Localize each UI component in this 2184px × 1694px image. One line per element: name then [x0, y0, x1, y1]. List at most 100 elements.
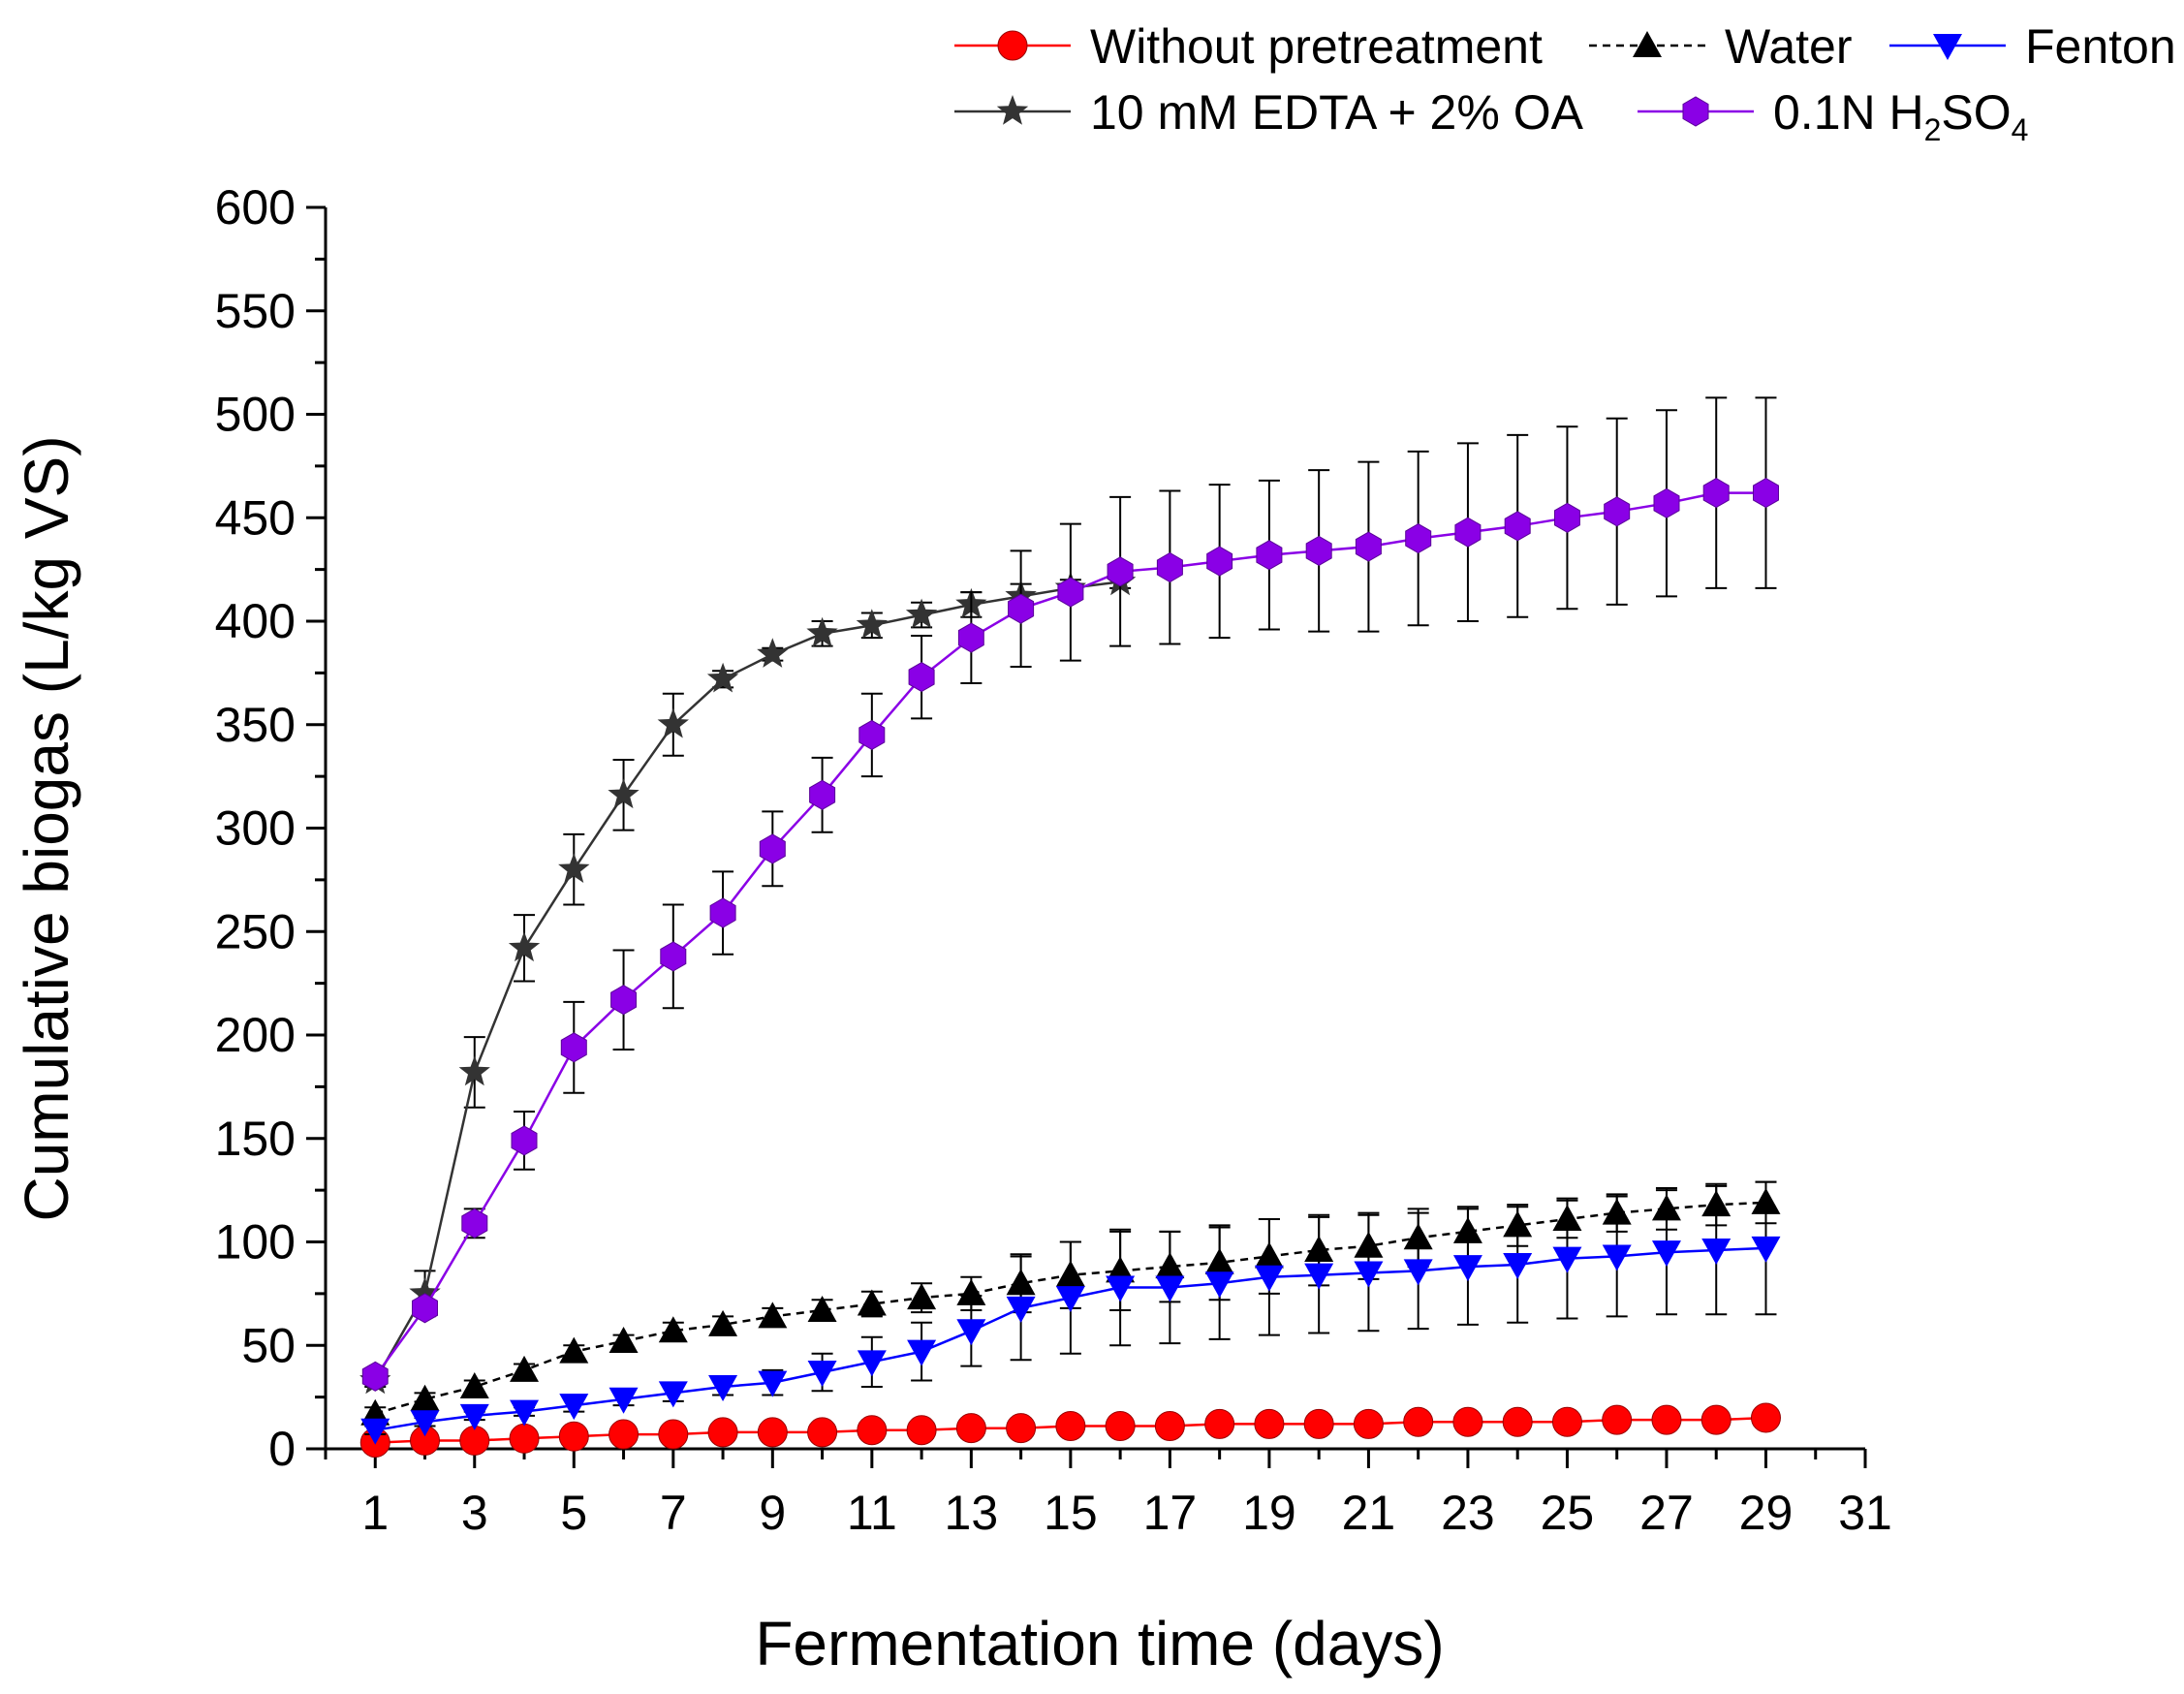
data-point: [907, 1339, 937, 1366]
data-point: [1304, 1263, 1334, 1290]
data-point: [610, 985, 637, 1016]
series-layer: [359, 396, 1781, 1459]
data-point: [509, 1423, 540, 1454]
data-point: [709, 897, 736, 928]
data-point: [410, 1384, 440, 1411]
data-point: [1254, 1408, 1285, 1439]
data-point: [807, 1361, 837, 1388]
y-tick-label: 150: [215, 1112, 296, 1166]
data-point: [1651, 1404, 1682, 1435]
legend-item: Water: [1589, 19, 1853, 74]
data-point: [608, 1326, 639, 1353]
data-point: [558, 1421, 589, 1452]
y-tick-label: 300: [215, 801, 296, 856]
data-point: [758, 1370, 788, 1397]
legend-label: 10 mM EDTA + 2% OA: [1090, 85, 1584, 140]
y-axis-title: Cumulative biogas (L/kg VS): [12, 435, 81, 1221]
data-point: [1403, 1259, 1433, 1286]
data-point: [1105, 1411, 1136, 1442]
data-point: [510, 1399, 540, 1427]
x-tick-label: 1: [361, 1486, 389, 1540]
data-point: [412, 1293, 438, 1324]
data-point: [560, 1032, 587, 1063]
data-point: [511, 1125, 538, 1156]
data-point: [807, 1295, 837, 1322]
data-point: [461, 1208, 488, 1239]
legend-marker: [1633, 31, 1662, 57]
data-point: [1355, 531, 1382, 562]
data-point: [459, 1403, 489, 1430]
data-point: [1106, 1275, 1136, 1302]
legend-marker: [996, 95, 1029, 125]
data-point: [459, 1371, 489, 1398]
data-point: [508, 931, 541, 962]
data-point: [1055, 1286, 1085, 1313]
data-point: [559, 1336, 589, 1364]
legend-item: 0.1N H2SO4: [1638, 85, 2028, 147]
data-point: [1651, 1240, 1681, 1268]
x-tick-label: 17: [1143, 1486, 1198, 1540]
legend: Without pretreatment Water Fenton 10 mM EDT…: [954, 19, 2176, 147]
data-point: [956, 1319, 986, 1346]
data-point: [1405, 523, 1432, 554]
x-tick-label: 31: [1838, 1486, 1892, 1540]
data-point: [1503, 1252, 1533, 1279]
data-point: [360, 1418, 390, 1445]
legend-label: 0.1N H2SO4: [1773, 85, 2028, 147]
x-tick-label: 9: [759, 1486, 786, 1540]
data-point: [1206, 546, 1233, 577]
data-point: [955, 1413, 986, 1444]
data-point: [658, 1316, 688, 1343]
x-tick-label: 15: [1044, 1486, 1098, 1540]
data-point: [1107, 556, 1134, 587]
data-point: [1452, 1406, 1483, 1437]
data-point: [1551, 1406, 1582, 1437]
x-tick-label: 7: [660, 1486, 687, 1540]
data-point: [706, 662, 739, 693]
data-point: [1403, 1406, 1434, 1437]
data-point: [409, 1276, 441, 1307]
data-point: [510, 1355, 540, 1382]
x-tick-label: 19: [1242, 1486, 1296, 1540]
data-point: [1156, 551, 1183, 583]
data-point: [608, 1387, 639, 1414]
data-point: [908, 662, 935, 693]
data-point: [1204, 1271, 1234, 1299]
data-point: [708, 1374, 738, 1401]
data-point: [1552, 1246, 1582, 1273]
y-tick-label: 200: [215, 1008, 296, 1062]
x-axis-title: Fermentation time (days): [755, 1609, 1444, 1678]
data-point: [907, 1283, 937, 1310]
data-point: [1554, 502, 1580, 533]
y-tick-label: 450: [215, 490, 296, 545]
series-line: [374, 580, 1121, 1382]
x-tick-label: 23: [1441, 1486, 1495, 1540]
data-point: [1057, 577, 1084, 608]
data-point: [806, 616, 838, 647]
data-point: [757, 638, 789, 668]
data-point: [957, 622, 984, 653]
data-point: [1602, 1404, 1633, 1435]
data-point: [1753, 478, 1779, 509]
x-tick-label: 21: [1342, 1486, 1396, 1540]
data-point: [1006, 1413, 1037, 1444]
data-point: [1452, 1255, 1482, 1282]
x-tick-label: 25: [1541, 1486, 1595, 1540]
data-point: [857, 1415, 888, 1446]
data-point: [856, 609, 888, 639]
series-2: [360, 1180, 1781, 1445]
y-tick-label: 50: [241, 1318, 296, 1372]
x-tick-label: 5: [560, 1486, 587, 1540]
data-point: [1055, 1411, 1086, 1442]
data-point: [1204, 1408, 1235, 1439]
y-tick-label: 250: [215, 904, 296, 958]
plot-area: [324, 207, 1865, 1451]
data-point: [458, 1055, 490, 1086]
data-point: [1701, 1239, 1732, 1266]
legend-marker: [1933, 34, 1962, 60]
data-point: [658, 1381, 688, 1408]
data-point: [608, 1419, 640, 1450]
data-point: [657, 707, 689, 738]
data-point: [1256, 540, 1283, 571]
